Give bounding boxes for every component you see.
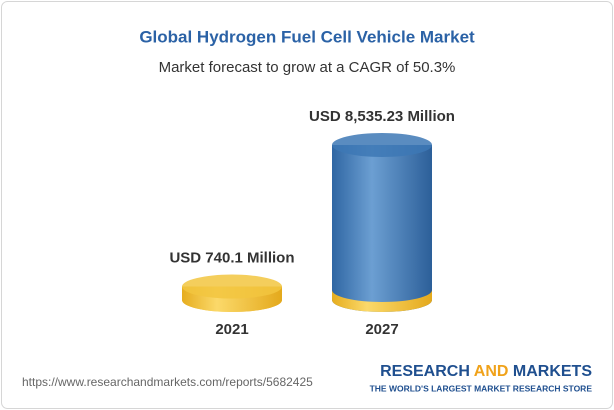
value-label: USD 740.1 Million (169, 250, 294, 267)
brand-logo: RESEARCH AND MARKETS (380, 363, 592, 380)
brand-word: AND (474, 363, 509, 380)
brand-word: MARKETS (513, 363, 592, 380)
x-tick-label: 2021 (215, 321, 248, 338)
bar-base (182, 290, 282, 312)
value-label: USD 8,535.23 Million (309, 108, 455, 125)
bar-top (332, 133, 432, 157)
brand-tagline: THE WORLD'S LARGEST MARKET RESEARCH STOR… (370, 383, 593, 393)
chart-subtitle: Market forecast to grow at a CAGR of 50.… (159, 59, 456, 76)
bar-top (182, 274, 282, 299)
brand-word: RESEARCH (380, 363, 470, 380)
bar (332, 145, 432, 312)
x-tick-label: 2027 (365, 321, 398, 338)
source-url: https://www.researchandmarkets.com/repor… (22, 375, 313, 389)
bar-base (332, 290, 432, 312)
chart-title: Global Hydrogen Fuel Cell Vehicle Market (139, 27, 475, 46)
